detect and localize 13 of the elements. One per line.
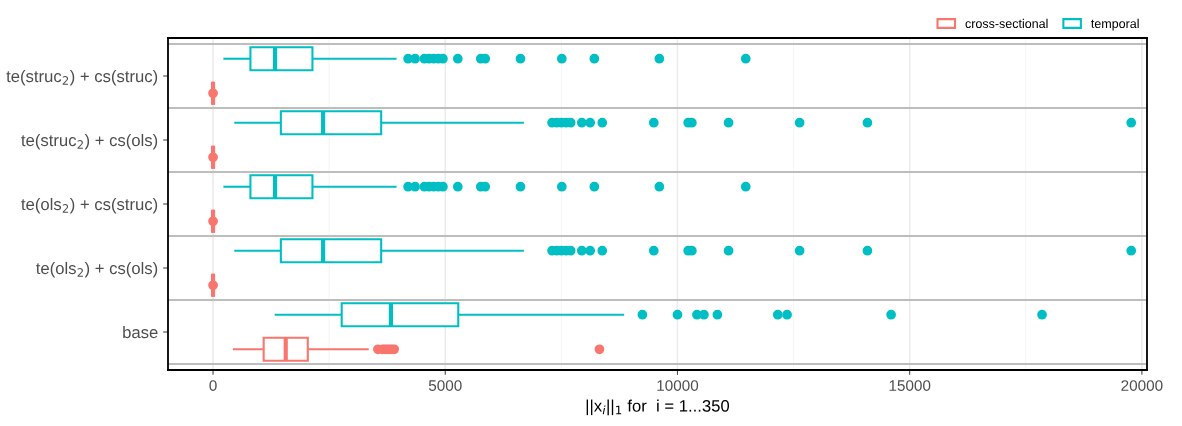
y-tick-label: te(struc$_{2}$) + cs(ols) xyxy=(21,133,158,150)
x-tick-label: 5000 xyxy=(428,380,462,391)
legend-label: temporal xyxy=(1091,18,1139,31)
y-tick-label: te(ols$_{2}$) + cs(ols) xyxy=(36,261,158,278)
x-tick-label: 20000 xyxy=(1121,380,1163,391)
y-tick-label: te(struc$_{2}$) + cs(struc) xyxy=(6,69,158,86)
x-tick-label: 0 xyxy=(209,380,217,391)
x-axis-title: ||x$_{i}$||$_{1}$ for i = 1...350 xyxy=(586,399,730,416)
x-tick-label: 10000 xyxy=(657,380,699,391)
y-tick-label: te(ols$_{2}$) + cs(struc) xyxy=(21,197,158,214)
legend-label: cross-sectional xyxy=(965,18,1048,29)
x-tick-label: 15000 xyxy=(889,380,931,391)
y-tick-label: base xyxy=(123,325,158,339)
